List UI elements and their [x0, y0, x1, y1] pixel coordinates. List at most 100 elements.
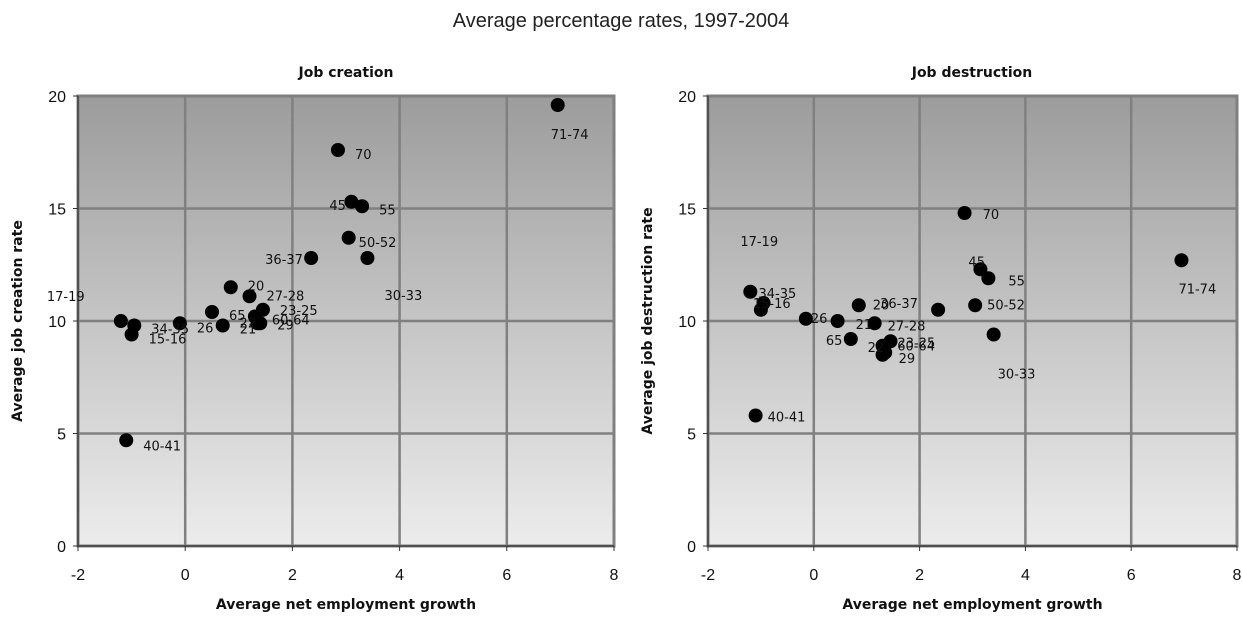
data-point-label: 27-28 [888, 319, 926, 334]
x-tick-label: 2 [288, 567, 297, 584]
data-point-label: 36-37 [265, 253, 303, 268]
data-point [341, 230, 356, 245]
data-point [223, 280, 238, 295]
data-point [986, 327, 1001, 342]
data-point [172, 316, 187, 331]
data-point-label: 20 [248, 279, 265, 294]
data-point [355, 199, 370, 214]
data-point [344, 194, 359, 209]
data-point [867, 316, 882, 331]
data-point [968, 298, 983, 313]
data-point-label: 65 [229, 309, 246, 324]
y-tick-label: 15 [678, 202, 696, 219]
data-point [957, 206, 972, 220]
data-point-label: 30-33 [384, 289, 422, 304]
data-point [748, 408, 763, 423]
data-point [330, 143, 345, 157]
data-point-label: 22 [240, 316, 257, 331]
data-point [830, 314, 845, 328]
data-point-label: 26 [197, 321, 214, 336]
data-point-label: 45 [968, 255, 985, 270]
y-tick-label: 0 [57, 539, 66, 556]
subplot-title: Job destruction [911, 65, 1033, 81]
data-point [550, 98, 565, 112]
data-point [753, 302, 768, 317]
data-point [242, 289, 257, 304]
data-point-label: 71-74 [1178, 282, 1216, 297]
x-tick-label: -2 [701, 567, 715, 584]
data-point [360, 251, 375, 265]
data-point-label: 40-41 [768, 411, 806, 426]
y-tick-label: 20 [678, 89, 696, 106]
data-point [843, 332, 858, 346]
data-point-label: 29 [899, 352, 916, 367]
data-point-label: 55 [379, 203, 396, 218]
data-point [113, 314, 128, 328]
data-point-label: 34-35 [759, 287, 797, 302]
data-point [119, 433, 134, 448]
data-point [1174, 253, 1189, 268]
data-point-label: 50-52 [359, 236, 397, 251]
y-tick-label: 15 [48, 202, 66, 219]
x-tick-label: 0 [809, 567, 818, 584]
data-point [304, 251, 319, 265]
y-axis-label: Average job destruction rate [640, 207, 656, 434]
data-point-label: 60-64 [897, 340, 935, 355]
data-point-label: 50-52 [987, 298, 1025, 313]
data-point-label: 15-16 [753, 297, 791, 312]
x-tick-label: 8 [1233, 567, 1242, 584]
x-axis-label: Average net employment growth [216, 597, 476, 613]
data-point [883, 334, 898, 349]
data-point [743, 284, 758, 299]
x-tick-label: 2 [915, 567, 924, 584]
data-point [875, 347, 890, 362]
y-tick-label: 10 [48, 314, 66, 331]
data-point-label: 20 [873, 298, 890, 313]
data-point-label: 15-16 [149, 333, 187, 348]
data-point-label: 40-41 [143, 439, 181, 454]
y-tick-label: 5 [57, 427, 66, 444]
y-tick-label: 10 [678, 314, 696, 331]
data-point-label: 21 [856, 318, 873, 333]
data-point [253, 316, 268, 331]
data-point-label: 34-35 [151, 323, 189, 338]
data-point [973, 262, 988, 277]
data-point-label: 21 [240, 323, 257, 338]
x-tick-label: -2 [71, 567, 85, 584]
x-tick-label: 6 [1127, 567, 1136, 584]
data-point [851, 298, 866, 313]
subplot-title: Job creation [298, 65, 394, 81]
data-point-label: 65 [826, 334, 843, 349]
data-point-label: 23-25 [898, 336, 936, 351]
data-point-label: 60-64 [272, 314, 310, 329]
x-tick-label: 8 [610, 567, 619, 584]
data-point-label: 70 [983, 208, 1000, 223]
data-point-label: 17-19 [740, 235, 778, 250]
data-point [205, 305, 219, 319]
data-point-label: 29 [277, 318, 294, 333]
data-point-label: 55 [1008, 274, 1025, 289]
data-point-label: 71-74 [551, 128, 589, 143]
data-point-label: 22 [868, 341, 885, 356]
data-point-label: 23-25 [280, 304, 318, 319]
x-tick-label: 0 [181, 567, 190, 584]
data-point-label: 17-19 [47, 290, 85, 305]
data-point-label: 27-28 [267, 289, 305, 304]
data-point-label: 70 [355, 148, 372, 163]
data-point-label: 30-33 [998, 368, 1036, 383]
y-axis-label: Average job creation rate [10, 220, 26, 422]
data-point-label: 36-37 [880, 297, 918, 312]
data-point-label: 26 [811, 312, 828, 327]
data-point-label: 45 [329, 199, 346, 214]
data-point [798, 311, 813, 326]
y-tick-label: 20 [48, 89, 66, 106]
data-point [215, 318, 230, 333]
data-point [981, 271, 996, 286]
x-tick-label: 6 [502, 567, 511, 584]
x-tick-label: 4 [395, 567, 404, 584]
chart-main-title: Average percentage rates, 1997-2004 [452, 10, 790, 32]
y-tick-label: 5 [687, 427, 696, 444]
